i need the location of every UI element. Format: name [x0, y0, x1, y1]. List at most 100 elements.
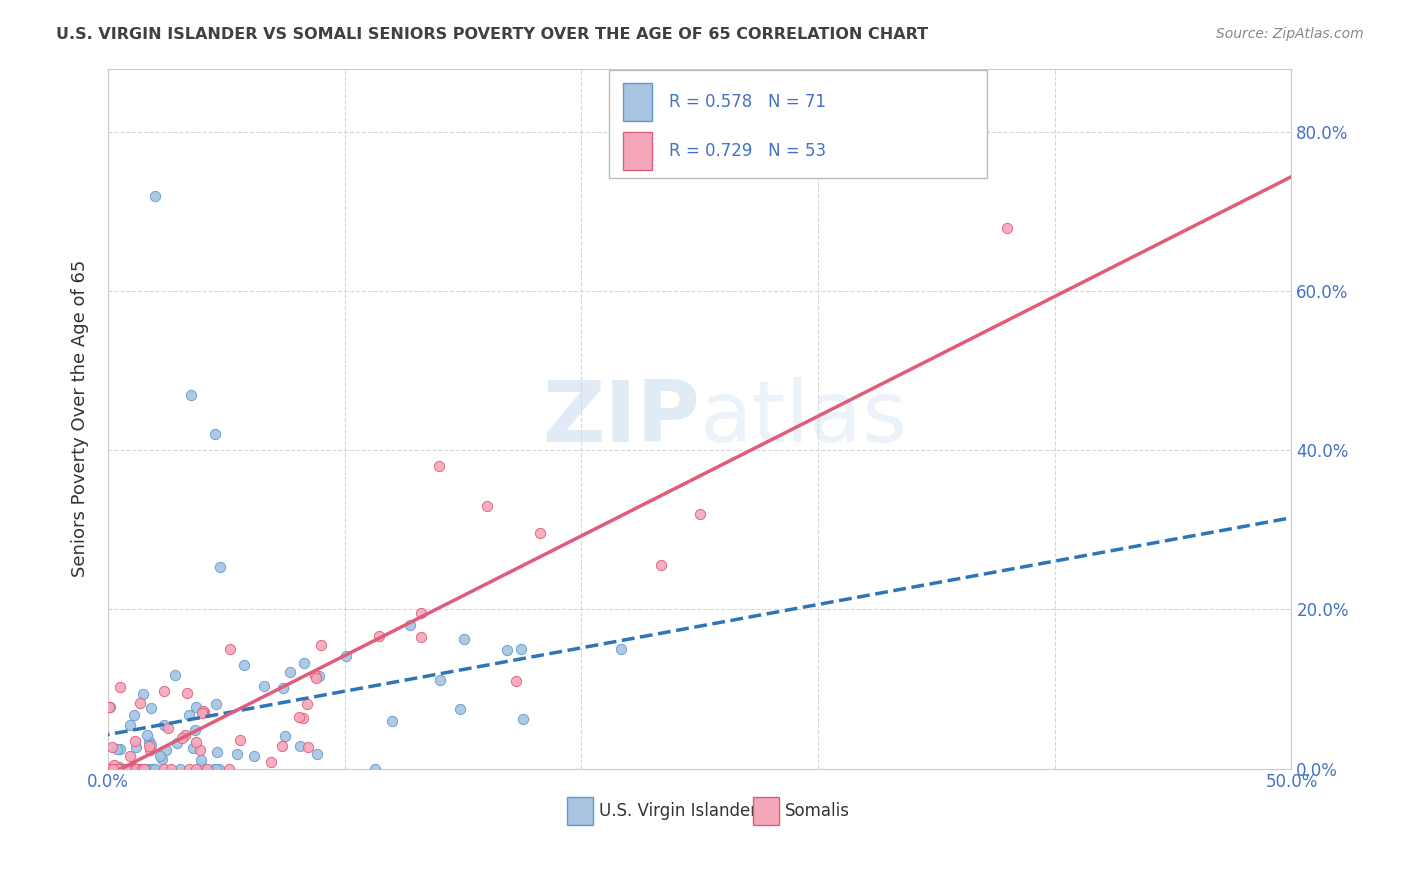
- Point: [125, 739, 148, 754]
- Point: [475, 499, 498, 513]
- Point: [115, 762, 138, 776]
- Point: [184, 734, 207, 748]
- Point: [295, 698, 318, 712]
- Point: [156, 721, 179, 735]
- Point: [409, 606, 432, 620]
- Point: [114, 762, 136, 776]
- Point: [292, 711, 315, 725]
- Text: Source: ZipAtlas.com: Source: ZipAtlas.com: [1216, 27, 1364, 41]
- Point: [125, 762, 148, 776]
- Point: [305, 747, 328, 761]
- Point: [139, 743, 162, 757]
- Point: [190, 753, 212, 767]
- Point: [134, 762, 156, 776]
- Point: [335, 648, 357, 663]
- Point: [191, 706, 214, 720]
- Point: [138, 734, 160, 748]
- Point: [117, 762, 139, 776]
- Point: [176, 686, 198, 700]
- Point: [122, 762, 145, 776]
- Point: [100, 699, 122, 714]
- Text: U.S. VIRGIN ISLANDER VS SOMALI SENIORS POVERTY OVER THE AGE OF 65 CORRELATION CH: U.S. VIRGIN ISLANDER VS SOMALI SENIORS P…: [56, 27, 928, 42]
- Point: [139, 701, 162, 715]
- Point: [108, 680, 131, 694]
- Point: [205, 697, 228, 711]
- Point: [108, 762, 131, 776]
- Point: [205, 746, 228, 760]
- Point: [997, 220, 1019, 235]
- Point: [449, 701, 471, 715]
- Point: [177, 762, 200, 776]
- Point: [288, 710, 311, 724]
- Point: [138, 739, 160, 753]
- Point: [204, 762, 226, 776]
- Point: [208, 762, 231, 776]
- Point: [184, 723, 207, 738]
- Point: [153, 762, 176, 776]
- Point: [108, 760, 131, 774]
- Point: [121, 760, 143, 774]
- Point: [427, 459, 450, 474]
- Point: [233, 658, 256, 673]
- Text: R = 0.729   N = 53: R = 0.729 N = 53: [669, 142, 827, 160]
- Point: [193, 705, 215, 719]
- Point: [127, 762, 149, 776]
- Point: [177, 707, 200, 722]
- Point: [367, 629, 389, 643]
- Point: [134, 762, 156, 776]
- Point: [100, 740, 122, 755]
- Bar: [567, 797, 593, 824]
- Point: [101, 762, 124, 776]
- Point: [271, 681, 294, 695]
- Point: [108, 742, 131, 756]
- Point: [172, 731, 194, 746]
- Point: [218, 762, 240, 776]
- Y-axis label: Seniors Poverty Over the Age of 65: Seniors Poverty Over the Age of 65: [72, 260, 89, 577]
- Point: [270, 739, 292, 753]
- Point: [190, 760, 212, 774]
- Point: [610, 642, 633, 657]
- Point: [510, 641, 533, 656]
- Point: [149, 749, 172, 764]
- Point: [409, 630, 432, 644]
- Point: [288, 739, 311, 753]
- Point: [219, 642, 242, 657]
- Point: [259, 755, 281, 769]
- Point: [152, 718, 174, 732]
- Point: [132, 687, 155, 701]
- Point: [173, 728, 195, 742]
- Point: [184, 699, 207, 714]
- Text: R = 0.578   N = 71: R = 0.578 N = 71: [669, 93, 825, 111]
- Point: [305, 671, 328, 685]
- Point: [505, 673, 527, 688]
- Point: [103, 762, 125, 776]
- Point: [153, 684, 176, 698]
- Point: [309, 639, 332, 653]
- Point: [297, 739, 319, 754]
- Point: [103, 758, 125, 772]
- Point: [121, 762, 143, 776]
- Point: [398, 618, 420, 632]
- Text: U.S. Virgin Islanders: U.S. Virgin Islanders: [599, 802, 766, 820]
- Point: [131, 762, 153, 776]
- Point: [125, 762, 148, 776]
- Point: [143, 189, 166, 203]
- Bar: [623, 83, 652, 121]
- Point: [124, 734, 146, 748]
- Point: [512, 712, 534, 726]
- Point: [117, 762, 139, 776]
- Point: [225, 747, 247, 761]
- Point: [150, 752, 173, 766]
- Point: [273, 729, 295, 743]
- Bar: [623, 131, 652, 170]
- Point: [105, 741, 128, 756]
- Point: [97, 700, 120, 714]
- Point: [159, 762, 181, 776]
- Point: [143, 762, 166, 776]
- Point: [108, 762, 131, 776]
- Point: [650, 558, 672, 573]
- Point: [128, 696, 150, 710]
- Text: ZIP: ZIP: [541, 377, 700, 460]
- Point: [496, 642, 519, 657]
- Point: [529, 526, 551, 541]
